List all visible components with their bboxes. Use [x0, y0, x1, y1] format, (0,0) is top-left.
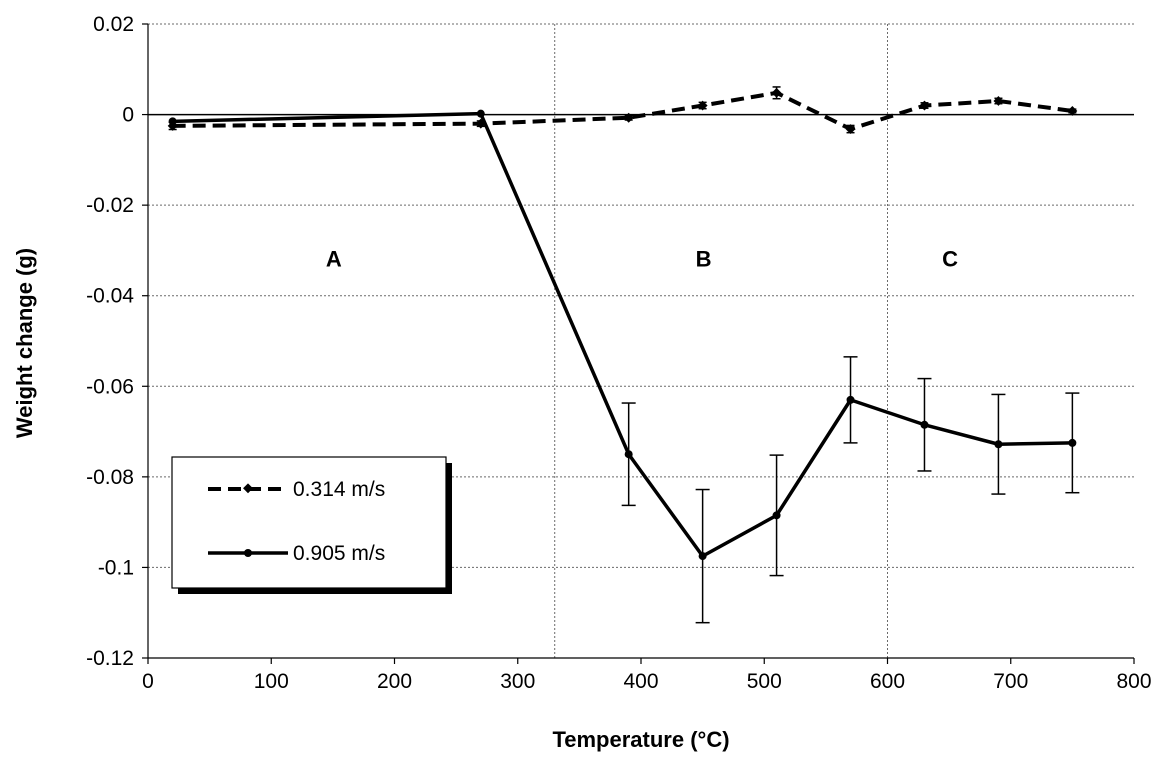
region-label-b: B — [696, 246, 712, 271]
legend: 0.314 m/s 0.905 m/s — [171, 456, 452, 594]
x-tick-label-5: 500 — [747, 670, 782, 693]
x-tick-label-2: 200 — [377, 670, 412, 693]
x-tick-label-8: 800 — [1116, 670, 1151, 693]
series-layer — [167, 87, 1078, 561]
y-axis-title: Weight change (g) — [12, 248, 37, 438]
point-s2-0 — [168, 117, 177, 126]
axis-layer: 0.02 0 -0.02 -0.04 -0.06 -0.08 -0.1 -0.12 0 100 20… — [86, 13, 1151, 693]
y-tick-label-5: -0.08 — [86, 466, 134, 489]
series-line-1 — [172, 90, 1073, 132]
legend-marker-diamond — [243, 483, 253, 494]
point-s1-7 — [993, 96, 1004, 106]
point-s2-3 — [698, 552, 707, 561]
x-tick-label-4: 400 — [623, 670, 658, 693]
divider-layer — [554, 24, 888, 658]
y-tick-label-2: -0.02 — [86, 194, 134, 217]
x-axis-title: Temperature (°C) — [552, 727, 729, 752]
y-tick-label-3: -0.04 — [86, 285, 134, 308]
legend-label-series-2: 0.905 m/s — [293, 542, 385, 565]
point-s1-6 — [919, 100, 930, 111]
point-s2-4 — [772, 511, 781, 520]
x-tick-label-3: 300 — [500, 670, 535, 693]
region-layer: A B C — [326, 246, 958, 271]
x-tick-label-6: 600 — [870, 670, 905, 693]
point-s1-2 — [623, 112, 634, 123]
y-tick-label-6: -0.1 — [98, 556, 134, 579]
x-tick-label-7: 700 — [993, 670, 1028, 693]
point-s1-4 — [771, 87, 782, 98]
y-tick-label-0: 0.02 — [93, 13, 134, 36]
x-tick-label-1: 100 — [254, 670, 289, 693]
legend-label-series-1: 0.314 m/s — [293, 478, 385, 501]
region-label-c: C — [942, 246, 958, 271]
y-tick-label-1: 0 — [122, 104, 134, 127]
point-s2-7 — [994, 440, 1003, 449]
x-tick-label-0: 0 — [142, 670, 154, 693]
point-s2-1 — [476, 109, 485, 118]
y-tick-label-7: -0.12 — [86, 647, 134, 670]
legend-marker-circle — [244, 549, 252, 557]
point-s1-5 — [845, 124, 856, 135]
point-s1-3 — [697, 100, 708, 111]
point-s2-6 — [920, 420, 929, 429]
region-label-a: A — [326, 246, 342, 271]
point-s2-2 — [624, 450, 633, 459]
point-s1-8 — [1067, 105, 1078, 116]
y-tick-label-4: -0.06 — [86, 375, 134, 398]
legend-box — [171, 456, 447, 589]
point-s2-8 — [1068, 438, 1077, 447]
point-s2-5 — [846, 395, 855, 404]
